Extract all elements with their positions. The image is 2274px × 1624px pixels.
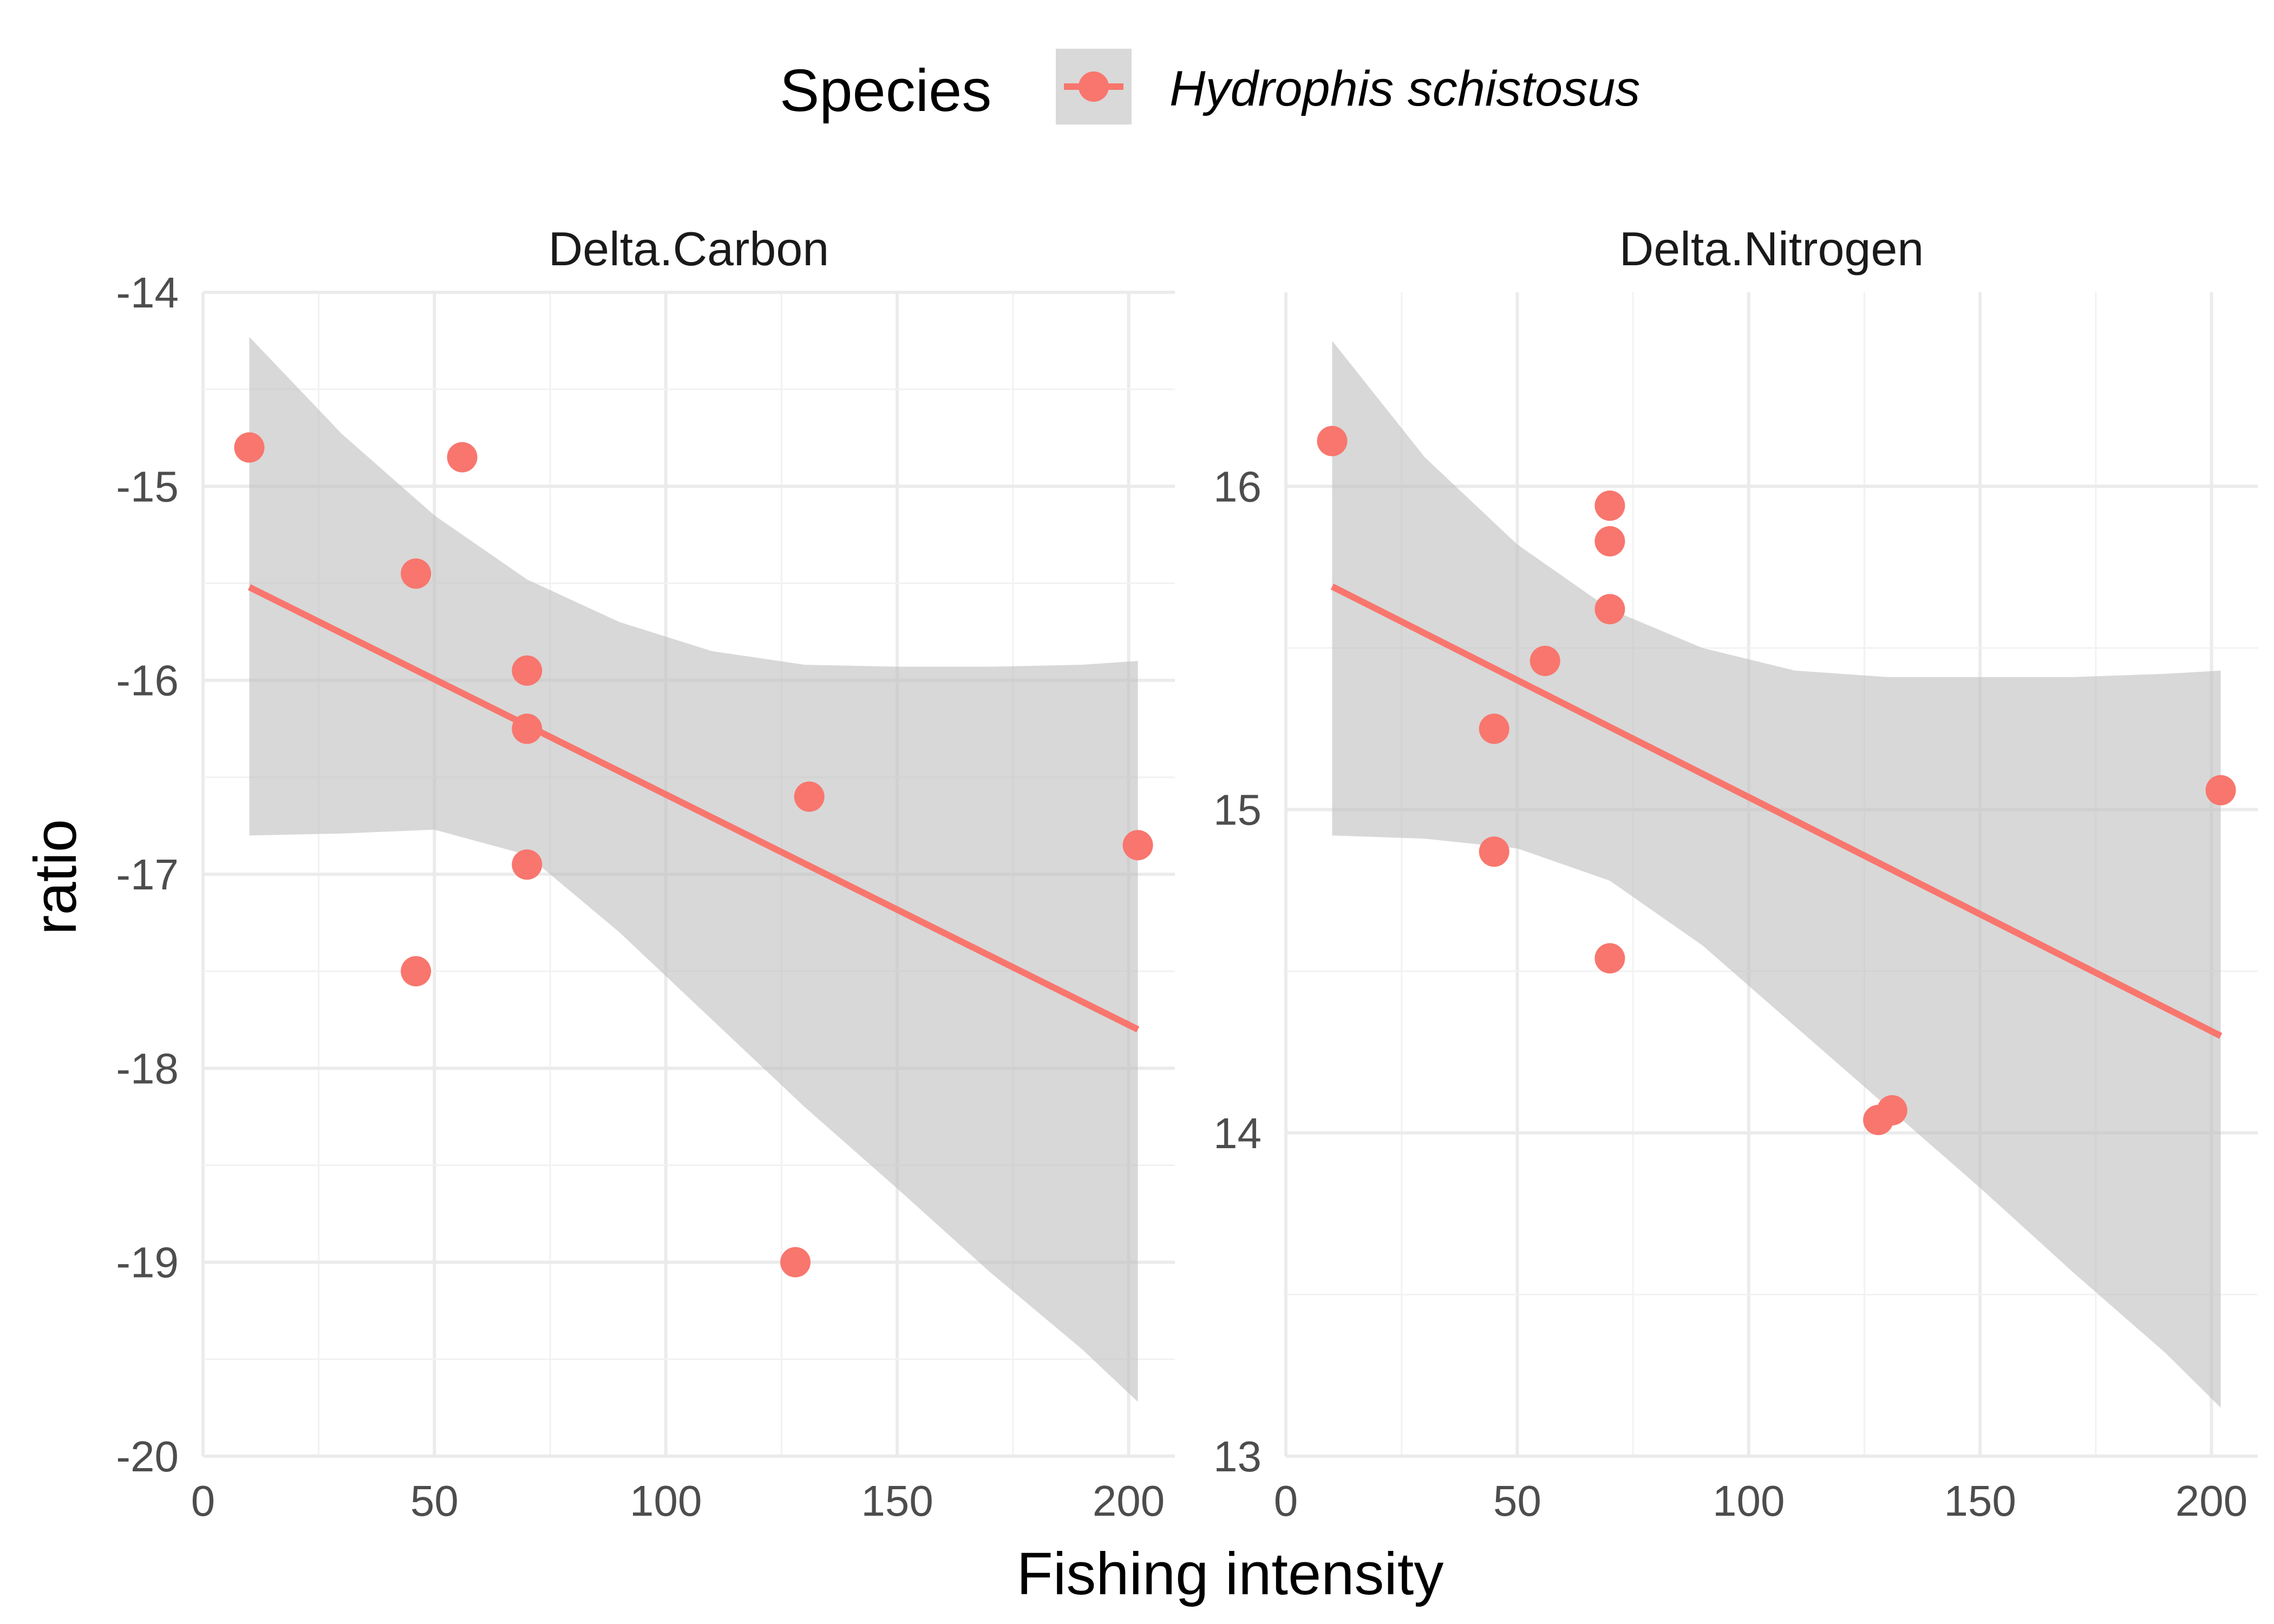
data-point — [1595, 526, 1625, 556]
data-point — [1595, 594, 1625, 625]
points-delta-carbon — [234, 432, 1153, 1278]
x-tick-labels-delta-carbon: 0 50 100 150 200 — [191, 1477, 1165, 1525]
x-tick-label: 200 — [1093, 1477, 1165, 1525]
data-point — [512, 713, 543, 744]
confidence-band-delta-nitrogen — [1332, 340, 2221, 1408]
legend-label: Hydrophis schistosus — [1169, 61, 1640, 116]
y-tick-label: -17 — [116, 850, 179, 899]
regression-line — [1330, 584, 2223, 1039]
x-tick-label: 0 — [1274, 1477, 1298, 1525]
data-point — [1479, 836, 1510, 867]
fit-line-delta-nitrogen — [1330, 584, 2223, 1039]
confidence-band — [249, 337, 1138, 1402]
data-point — [1530, 645, 1560, 676]
confidence-band-delta-carbon — [249, 337, 1138, 1402]
points-delta-nitrogen — [1317, 425, 2236, 1135]
x-tick-label: 50 — [1493, 1477, 1541, 1525]
panel-delta-nitrogen: Delta.Nitrogen 13 14 15 16 0 50 100 150 200 — [1213, 222, 2258, 1525]
data-point — [2205, 775, 2236, 806]
y-tick-label: -16 — [116, 657, 179, 705]
y-tick-label: -20 — [116, 1432, 179, 1481]
y-tick-labels-delta-carbon: -14 -15 -16 -17 -18 -19 -20 — [116, 269, 179, 1481]
data-point — [1317, 425, 1348, 456]
panel-title-delta-carbon: Delta.Carbon — [548, 222, 829, 276]
data-point — [401, 558, 432, 589]
data-point — [512, 655, 543, 686]
panel-delta-carbon: Delta.Carbon -14 -15 -16 -17 -18 -19 -20 0 50 10… — [116, 222, 1175, 1525]
confidence-band — [1332, 340, 2221, 1408]
x-tick-label: 100 — [1713, 1477, 1785, 1525]
x-tick-label: 150 — [861, 1477, 933, 1525]
data-point — [234, 432, 265, 463]
y-axis-title: ratio — [22, 819, 89, 935]
data-point — [1595, 490, 1625, 521]
x-tick-label: 150 — [1944, 1477, 2016, 1525]
y-tick-label: -14 — [116, 269, 179, 317]
x-tick-label: 200 — [2175, 1477, 2247, 1525]
data-point — [1479, 713, 1510, 744]
x-tick-label: 100 — [630, 1477, 702, 1525]
data-point — [447, 442, 478, 473]
panel-title-delta-nitrogen: Delta.Nitrogen — [1619, 222, 1924, 276]
data-point — [401, 956, 432, 987]
data-point — [1122, 830, 1153, 861]
data-point — [794, 781, 825, 812]
regression-line — [247, 584, 1140, 1033]
y-tick-label: 14 — [1213, 1109, 1262, 1157]
data-point — [1877, 1095, 1907, 1125]
x-tick-labels-delta-nitrogen: 0 50 100 150 200 — [1274, 1477, 2248, 1525]
legend-key-point — [1079, 71, 1109, 102]
fit-line-delta-carbon — [247, 584, 1140, 1033]
x-tick-label: 50 — [410, 1477, 459, 1525]
y-tick-label: 16 — [1213, 462, 1262, 510]
data-point — [512, 849, 543, 880]
legend-title: Species — [780, 57, 991, 124]
legend: Species Hydrophis schistosus — [780, 49, 1640, 125]
x-axis-title: Fishing intensity — [1017, 1541, 1444, 1607]
data-point — [780, 1247, 811, 1278]
x-tick-label: 0 — [191, 1477, 215, 1525]
y-tick-label: -19 — [116, 1239, 179, 1287]
y-tick-label: 13 — [1213, 1432, 1262, 1481]
y-tick-labels-delta-nitrogen: 13 14 15 16 — [1213, 462, 1262, 1481]
y-tick-label: -18 — [116, 1044, 179, 1092]
data-point — [1595, 943, 1625, 974]
y-tick-label: -15 — [116, 462, 179, 510]
y-tick-label: 15 — [1213, 786, 1262, 834]
